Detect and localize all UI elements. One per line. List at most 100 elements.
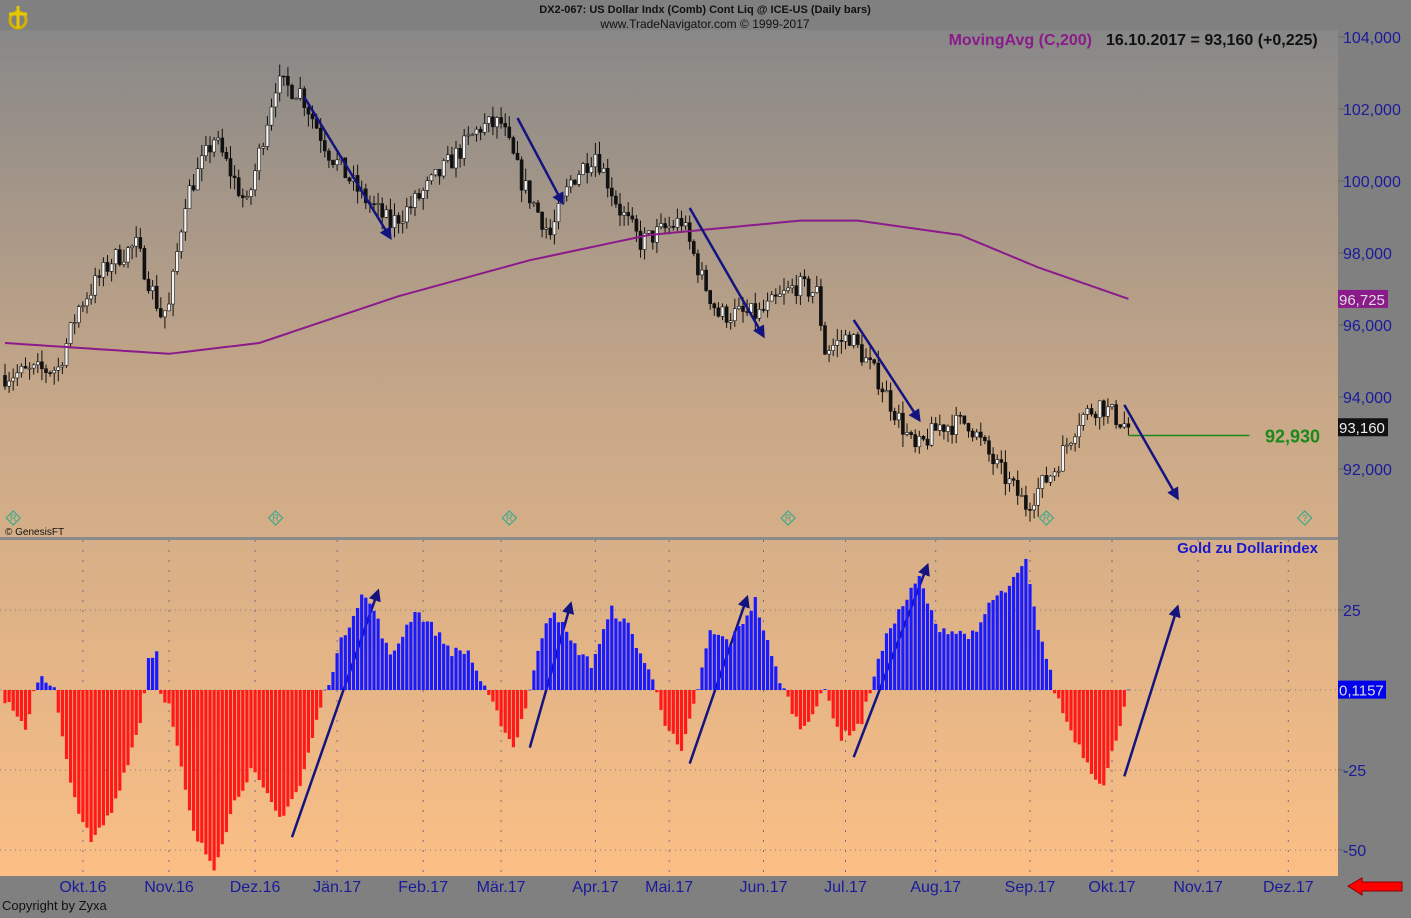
candle-body	[474, 128, 479, 135]
price-tick-label: 98,000	[1343, 246, 1392, 263]
oscillator-bar	[700, 667, 704, 690]
candle-body	[1085, 408, 1090, 415]
oscillator-bar	[688, 690, 692, 719]
oscillator-bar	[122, 690, 126, 773]
month-label: Okt.17	[1088, 879, 1135, 896]
oscillator-bar	[40, 676, 44, 690]
level-label: 92,930	[1265, 427, 1320, 447]
oscillator-bar	[679, 690, 684, 751]
oscillator-bar	[323, 689, 327, 691]
oscillator-bar	[979, 622, 983, 690]
candle-body	[946, 425, 950, 432]
candle-body	[97, 275, 102, 278]
candle-body	[585, 163, 590, 173]
candle-body	[995, 459, 1000, 465]
oscillator-bar	[511, 690, 515, 748]
candle-body	[376, 203, 380, 205]
oscillator-bar	[1048, 669, 1053, 690]
oscillator-bar	[577, 655, 581, 690]
oscillator-bar	[302, 690, 306, 770]
oscillator-bar	[889, 628, 893, 690]
oscillator-bar	[597, 643, 602, 690]
candle-body	[831, 345, 836, 351]
candle-body	[1061, 445, 1065, 472]
oscillator-bar	[105, 690, 110, 816]
price-tick-label: 102,000	[1343, 102, 1401, 119]
month-label: Aug.17	[910, 879, 961, 896]
candle-body	[3, 375, 7, 387]
candle-body	[888, 390, 893, 412]
oscillator-bar	[73, 690, 77, 798]
oscillator-bar	[118, 690, 122, 791]
oscillator-bar	[495, 690, 499, 711]
candle-body	[491, 116, 495, 128]
oscillator-bar	[1110, 690, 1114, 751]
candle-body	[48, 372, 52, 374]
oscillator-bar	[175, 690, 179, 746]
candle-body	[958, 415, 963, 417]
oscillator-bar	[192, 690, 196, 831]
oscillator-bar	[384, 642, 388, 690]
event-marker-icon	[501, 510, 518, 526]
candle-body	[761, 309, 766, 311]
month-label: Dez.17	[1263, 879, 1314, 896]
candle-body	[966, 423, 971, 432]
last-price-value: 93,160	[1339, 420, 1385, 437]
oscillator-bar	[351, 615, 356, 690]
candle-body	[400, 221, 405, 224]
oscillator-bar	[786, 690, 790, 697]
oscillator-bar	[720, 636, 725, 690]
candle-body	[1126, 423, 1131, 428]
pane-separator[interactable]	[0, 537, 1338, 540]
candle-body	[11, 377, 15, 382]
oscillator-bar	[1016, 572, 1020, 690]
candle-body	[236, 177, 241, 196]
candle-body	[515, 152, 520, 161]
candle-body	[864, 357, 868, 363]
oscillator-bar	[807, 690, 811, 722]
oscillator-bar	[532, 670, 536, 690]
candle-body	[724, 306, 729, 323]
oscillator-bar	[171, 690, 175, 727]
oscillator-bar	[995, 595, 999, 690]
oscillator-bar	[69, 690, 73, 783]
candle-body	[552, 221, 557, 236]
candle-body	[146, 278, 151, 292]
candle-body	[1019, 495, 1024, 497]
candle-body	[384, 209, 389, 218]
candle-body	[261, 146, 266, 149]
candle-body	[171, 271, 175, 305]
oscillator-bar	[872, 676, 876, 690]
candle-body	[937, 424, 942, 431]
oscillator-bar	[610, 605, 614, 690]
oscillator-bar	[971, 630, 975, 690]
candle-body	[896, 412, 901, 421]
month-label: Nov.17	[1173, 879, 1223, 896]
candle-body	[372, 203, 376, 206]
candle-body	[683, 222, 688, 227]
oscillator-bar	[81, 690, 85, 823]
oscillator-bar	[954, 633, 958, 690]
price-tick-label: 100,000	[1343, 174, 1401, 191]
oscillator-bar	[183, 690, 187, 790]
oscillator-tick-label: 25	[1343, 603, 1361, 620]
candle-body	[876, 362, 881, 390]
candle-body	[757, 309, 762, 319]
oscillator-bar	[138, 690, 142, 724]
candle-body	[175, 251, 179, 272]
candle-body	[208, 145, 212, 153]
oscillator-bar	[442, 643, 446, 690]
oscillator-bar	[397, 643, 401, 690]
scroll-left-arrow-icon[interactable]	[1347, 877, 1403, 896]
oscillator-bar	[15, 690, 19, 717]
oscillator-tick-label: -25	[1343, 763, 1366, 780]
oscillator-bar	[466, 650, 470, 690]
oscillator-bar	[19, 690, 23, 721]
oscillator-bar	[405, 624, 409, 690]
trend-arrow	[1123, 604, 1181, 777]
oscillator-bar	[569, 640, 573, 690]
oscillator-bar	[647, 669, 651, 690]
oscillator-bar	[983, 614, 987, 690]
candle-body	[335, 159, 339, 166]
candle-body	[823, 325, 827, 355]
